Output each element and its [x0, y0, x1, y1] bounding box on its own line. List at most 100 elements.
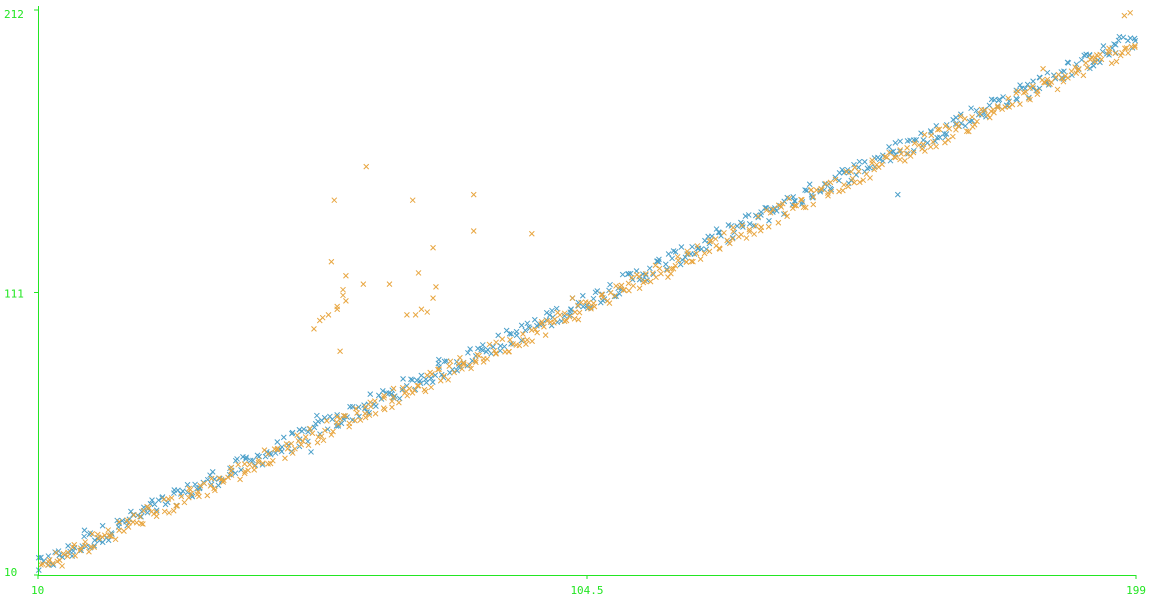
data-point-series-1	[1073, 61, 1080, 68]
data-point-series-1	[672, 249, 679, 255]
data-point-series-1	[423, 379, 430, 386]
data-point-series-2	[611, 293, 618, 299]
data-point-series-1	[1017, 82, 1023, 88]
data-point-series-1	[1090, 62, 1097, 69]
tick-labels: 10 104.5 199 10 111 212	[4, 8, 1146, 597]
data-point-series-2	[412, 312, 419, 318]
data-point-series-2	[330, 428, 336, 435]
data-point-series-2	[591, 303, 598, 310]
data-point-series-1	[836, 177, 842, 184]
data-point-series-2	[782, 210, 789, 217]
data-point-series-2	[437, 377, 444, 384]
data-point-series-1	[373, 403, 379, 410]
data-point-series-2	[561, 318, 568, 325]
data-point-series-2	[746, 228, 753, 235]
data-point-series-2	[563, 317, 570, 324]
data-point-series-2	[91, 544, 97, 551]
data-point-series-2	[613, 283, 619, 289]
data-point-series-2	[730, 224, 736, 231]
data-point-series-1	[321, 414, 328, 421]
data-point-series-2	[131, 512, 137, 518]
data-point-series-1	[662, 261, 669, 268]
data-point-series-2	[168, 495, 175, 501]
data-point-series-2	[675, 257, 682, 264]
data-point-series-2	[409, 197, 416, 204]
axes	[38, 6, 1136, 576]
data-point-series-2	[557, 312, 563, 318]
data-point-series-1	[184, 481, 191, 488]
data-point-series-2	[486, 341, 493, 348]
data-point-series-1	[497, 343, 504, 349]
data-point-series-2	[220, 479, 227, 485]
data-point-series-2	[457, 354, 463, 361]
data-point-series-2	[922, 148, 928, 154]
data-point-series-2	[372, 410, 379, 417]
data-point-series-1	[579, 292, 586, 299]
data-point-series-2	[902, 158, 908, 164]
data-point-series-1	[81, 533, 87, 540]
data-point-series-2	[99, 534, 106, 540]
data-point-series-2	[362, 414, 369, 421]
data-point-series-1	[924, 140, 931, 146]
data-point-series-2	[59, 563, 65, 569]
data-point-series-1	[1061, 68, 1067, 75]
data-point-series-2	[165, 496, 172, 502]
data-point-series-2	[493, 339, 499, 346]
data-point-series-1	[962, 123, 969, 129]
data-point-series-2	[765, 223, 772, 230]
data-point-series-2	[1106, 45, 1112, 52]
data-point-series-2	[363, 163, 370, 170]
data-point-series-1	[329, 416, 336, 423]
data-point-series-2	[1002, 104, 1009, 110]
data-point-series-1	[791, 197, 798, 204]
data-point-series-1	[441, 358, 448, 365]
data-point-series-1	[943, 131, 950, 137]
data-point-series-2	[892, 154, 899, 161]
data-point-series-2	[60, 550, 67, 557]
data-point-series-1	[428, 375, 434, 381]
data-point-series-2	[807, 187, 814, 193]
data-point-series-2	[974, 118, 980, 125]
data-point-series-2	[354, 410, 360, 416]
data-point-series-2	[628, 274, 635, 281]
data-point-series-2	[869, 157, 876, 164]
data-point-series-2	[1113, 58, 1120, 65]
data-point-series-1	[892, 140, 899, 146]
data-point-series-1	[375, 392, 382, 399]
data-point-series-1	[355, 404, 362, 410]
data-point-series-2	[516, 342, 523, 349]
data-point-series-2	[300, 438, 306, 444]
data-point-series-2	[116, 527, 122, 534]
data-point-series-1	[347, 403, 353, 410]
data-point-series-2	[743, 235, 750, 241]
data-point-series-2	[839, 187, 846, 194]
data-point-series-2	[1097, 51, 1103, 58]
data-point-series-2	[1042, 79, 1048, 86]
data-point-series-2	[322, 427, 328, 434]
data-point-series-2	[424, 372, 430, 379]
data-point-series-2	[282, 455, 288, 462]
data-point-series-2	[575, 316, 582, 323]
data-point-series-2	[188, 490, 194, 497]
data-point-series-2	[775, 219, 782, 226]
data-point-series-2	[473, 359, 479, 366]
data-point-series-1	[866, 164, 873, 171]
data-point-series-2	[367, 403, 374, 410]
data-point-series-1	[418, 372, 425, 379]
data-point-series-2	[196, 493, 202, 500]
data-point-series-2	[56, 557, 63, 564]
data-point-series-2	[1044, 76, 1051, 83]
data-point-series-2	[389, 404, 395, 411]
data-point-series-2	[259, 460, 266, 467]
data-point-series-1	[130, 511, 136, 518]
data-point-series-2	[936, 126, 943, 133]
data-point-series-2	[265, 461, 271, 467]
data-point-series-2	[668, 270, 674, 277]
data-point-series-1	[913, 137, 920, 143]
data-point-series-2	[430, 295, 436, 301]
data-point-series-2	[524, 337, 531, 343]
data-point-series-2	[101, 532, 108, 539]
data-point-series-2	[255, 457, 262, 464]
data-point-series-2	[927, 144, 934, 150]
